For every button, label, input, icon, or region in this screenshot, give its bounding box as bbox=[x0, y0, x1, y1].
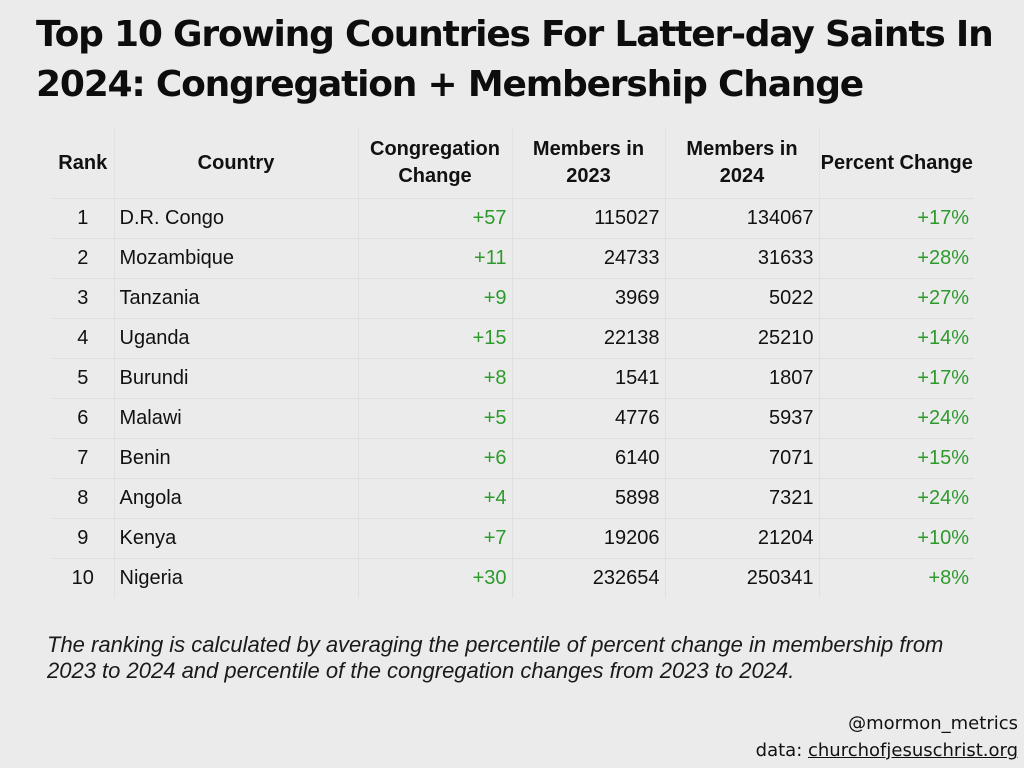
cell-members-2024: 21204 bbox=[665, 519, 819, 559]
cell-congregation-change: +6 bbox=[358, 439, 512, 479]
cell-country: Kenya bbox=[114, 519, 358, 559]
cell-members-2023: 232654 bbox=[512, 559, 665, 599]
cell-rank: 1 bbox=[52, 199, 114, 239]
cell-percent-change: +17% bbox=[819, 199, 974, 239]
growth-table-container: Rank Country Congregation Change Members… bbox=[52, 128, 974, 598]
cell-percent-change: +14% bbox=[819, 319, 974, 359]
cell-members-2024: 250341 bbox=[665, 559, 819, 599]
table-row: 1 D.R. Congo +57 115027 134067 +17% bbox=[52, 199, 974, 239]
credit-block: @mormon_metrics data: churchofjesuschris… bbox=[756, 710, 1018, 764]
cell-country: Burundi bbox=[114, 359, 358, 399]
table-row: 4 Uganda +15 22138 25210 +14% bbox=[52, 319, 974, 359]
table-row: 10 Nigeria +30 232654 250341 +8% bbox=[52, 559, 974, 599]
cell-members-2024: 5022 bbox=[665, 279, 819, 319]
cell-percent-change: +24% bbox=[819, 399, 974, 439]
cell-percent-change: +28% bbox=[819, 239, 974, 279]
cell-members-2023: 1541 bbox=[512, 359, 665, 399]
table-row: 6 Malawi +5 4776 5937 +24% bbox=[52, 399, 974, 439]
header-congregation-change: Congregation Change bbox=[358, 128, 512, 199]
data-source-prefix: data: bbox=[756, 740, 808, 761]
cell-rank: 2 bbox=[52, 239, 114, 279]
ranking-note: The ranking is calculated by averaging t… bbox=[47, 632, 987, 684]
cell-congregation-change: +7 bbox=[358, 519, 512, 559]
cell-members-2024: 134067 bbox=[665, 199, 819, 239]
cell-rank: 8 bbox=[52, 479, 114, 519]
cell-members-2023: 24733 bbox=[512, 239, 665, 279]
cell-percent-change: +17% bbox=[819, 359, 974, 399]
cell-congregation-change: +4 bbox=[358, 479, 512, 519]
cell-members-2024: 25210 bbox=[665, 319, 819, 359]
cell-members-2024: 7321 bbox=[665, 479, 819, 519]
cell-country: Tanzania bbox=[114, 279, 358, 319]
cell-members-2023: 6140 bbox=[512, 439, 665, 479]
cell-congregation-change: +9 bbox=[358, 279, 512, 319]
header-percent-change: Percent Change bbox=[819, 128, 974, 199]
data-source: data: churchofjesuschrist.org bbox=[756, 737, 1018, 764]
cell-members-2023: 3969 bbox=[512, 279, 665, 319]
cell-rank: 9 bbox=[52, 519, 114, 559]
cell-country: D.R. Congo bbox=[114, 199, 358, 239]
cell-congregation-change: +57 bbox=[358, 199, 512, 239]
header-members-2024: Members in 2024 bbox=[665, 128, 819, 199]
cell-members-2023: 115027 bbox=[512, 199, 665, 239]
cell-rank: 4 bbox=[52, 319, 114, 359]
cell-country: Nigeria bbox=[114, 559, 358, 599]
cell-rank: 5 bbox=[52, 359, 114, 399]
chart-title: Top 10 Growing Countries For Latter-day … bbox=[36, 10, 1006, 110]
table-row: 3 Tanzania +9 3969 5022 +27% bbox=[52, 279, 974, 319]
table-row: 2 Mozambique +11 24733 31633 +28% bbox=[52, 239, 974, 279]
cell-congregation-change: +15 bbox=[358, 319, 512, 359]
cell-country: Mozambique bbox=[114, 239, 358, 279]
cell-members-2023: 4776 bbox=[512, 399, 665, 439]
cell-percent-change: +15% bbox=[819, 439, 974, 479]
cell-members-2024: 7071 bbox=[665, 439, 819, 479]
cell-congregation-change: +11 bbox=[358, 239, 512, 279]
cell-members-2024: 5937 bbox=[665, 399, 819, 439]
cell-percent-change: +10% bbox=[819, 519, 974, 559]
cell-members-2024: 1807 bbox=[665, 359, 819, 399]
table-row: 7 Benin +6 6140 7071 +15% bbox=[52, 439, 974, 479]
table-row: 9 Kenya +7 19206 21204 +10% bbox=[52, 519, 974, 559]
data-source-link[interactable]: churchofjesuschrist.org bbox=[808, 740, 1018, 761]
cell-percent-change: +8% bbox=[819, 559, 974, 599]
header-members-2023: Members in 2023 bbox=[512, 128, 665, 199]
author-handle: @mormon_metrics bbox=[756, 710, 1018, 737]
cell-rank: 10 bbox=[52, 559, 114, 599]
cell-country: Benin bbox=[114, 439, 358, 479]
cell-rank: 3 bbox=[52, 279, 114, 319]
cell-percent-change: +24% bbox=[819, 479, 974, 519]
growth-table: Rank Country Congregation Change Members… bbox=[52, 128, 974, 598]
cell-members-2023: 22138 bbox=[512, 319, 665, 359]
table-header-row: Rank Country Congregation Change Members… bbox=[52, 128, 974, 199]
cell-country: Uganda bbox=[114, 319, 358, 359]
cell-country: Malawi bbox=[114, 399, 358, 439]
table-row: 8 Angola +4 5898 7321 +24% bbox=[52, 479, 974, 519]
cell-rank: 7 bbox=[52, 439, 114, 479]
cell-congregation-change: +8 bbox=[358, 359, 512, 399]
cell-members-2023: 19206 bbox=[512, 519, 665, 559]
cell-members-2024: 31633 bbox=[665, 239, 819, 279]
table-row: 5 Burundi +8 1541 1807 +17% bbox=[52, 359, 974, 399]
cell-members-2023: 5898 bbox=[512, 479, 665, 519]
header-country: Country bbox=[114, 128, 358, 199]
cell-congregation-change: +5 bbox=[358, 399, 512, 439]
cell-country: Angola bbox=[114, 479, 358, 519]
cell-congregation-change: +30 bbox=[358, 559, 512, 599]
header-rank: Rank bbox=[52, 128, 114, 199]
table-body: 1 D.R. Congo +57 115027 134067 +17% 2 Mozambiqu… bbox=[52, 199, 974, 599]
cell-rank: 6 bbox=[52, 399, 114, 439]
cell-percent-change: +27% bbox=[819, 279, 974, 319]
